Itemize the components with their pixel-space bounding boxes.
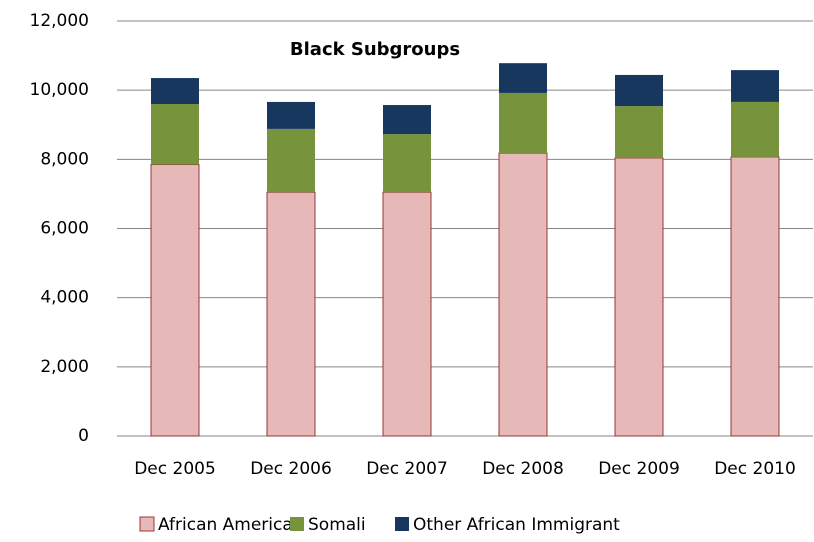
legend-swatch (290, 517, 304, 531)
bar-segment (150, 164, 200, 437)
bar-segment (731, 101, 779, 157)
bar-segment (266, 191, 316, 437)
y-tick-label: 2,000 (40, 357, 89, 377)
x-tick-label: Dec 2008 (482, 459, 564, 479)
bar-segment (382, 191, 432, 437)
bar-segment (383, 105, 431, 135)
legend-label: African American (158, 515, 304, 535)
legend-label: Somali (308, 515, 366, 535)
legend-swatch (395, 517, 409, 531)
bar-segment (499, 92, 547, 154)
bar-segment (151, 78, 199, 104)
bar-segment (615, 74, 663, 107)
x-tick-label: Dec 2010 (714, 459, 796, 479)
bar-segment (498, 152, 548, 437)
bar-segment (731, 70, 779, 102)
y-tick-label: 10,000 (30, 80, 89, 100)
legend-label: Other African Immigrant (413, 515, 620, 535)
x-tick-label: Dec 2005 (134, 459, 216, 479)
chart-title: Black Subgroups (290, 39, 460, 60)
x-tick-label: Dec 2007 (366, 459, 448, 479)
bar-segment (267, 101, 315, 129)
bar-segment (499, 63, 547, 93)
y-tick-label: 12,000 (30, 11, 89, 31)
y-tick-label: 6,000 (40, 219, 89, 239)
x-tick-label: Dec 2006 (250, 459, 332, 479)
bar-segment (267, 128, 315, 193)
bar-segment (615, 106, 663, 158)
y-tick-label: 0 (78, 426, 89, 446)
bar-segment (151, 104, 199, 165)
x-tick-label: Dec 2009 (598, 459, 680, 479)
bar-segment (614, 157, 664, 437)
legend-swatch (139, 516, 155, 532)
y-tick-label: 4,000 (40, 288, 89, 308)
bar-segment (383, 134, 431, 193)
bar-segment (730, 156, 780, 437)
y-tick-label: 8,000 (40, 149, 89, 169)
